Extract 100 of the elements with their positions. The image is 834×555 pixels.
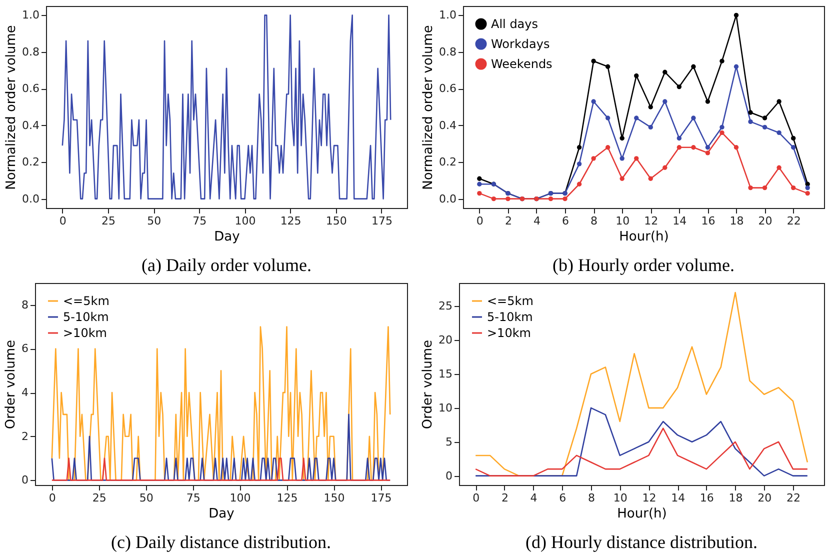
point bbox=[548, 196, 554, 202]
y-tick-label: 0 bbox=[22, 474, 28, 487]
y-tick-label: 0.8 bbox=[22, 45, 40, 58]
point bbox=[748, 185, 753, 190]
y-tick-label: 0.2 bbox=[439, 156, 456, 169]
x-tick-label: 20 bbox=[758, 214, 772, 228]
point bbox=[705, 99, 710, 104]
point bbox=[790, 185, 796, 190]
point bbox=[506, 196, 510, 202]
y-tick-label: 0.4 bbox=[22, 118, 40, 132]
point bbox=[477, 190, 482, 196]
point bbox=[762, 124, 768, 130]
y-tick-label: 8 bbox=[22, 298, 28, 312]
point bbox=[620, 136, 624, 141]
y-tick-label: 0.0 bbox=[22, 192, 40, 206]
point bbox=[790, 136, 796, 141]
point bbox=[720, 130, 724, 136]
text: (d) Hourly distance distribution. bbox=[526, 532, 758, 552]
y-tick-label: 25 bbox=[438, 300, 452, 313]
x-tick-label: 25 bbox=[92, 492, 106, 504]
x-tick-label: 0 bbox=[59, 214, 66, 228]
line-series bbox=[62, 14, 392, 200]
x-tick-label: 2 bbox=[501, 492, 508, 504]
point bbox=[562, 196, 568, 202]
point bbox=[720, 124, 724, 130]
y-tick-label: 0.4 bbox=[439, 118, 456, 132]
y-tick-label: 20 bbox=[438, 334, 452, 347]
point bbox=[662, 70, 668, 74]
x-tick-label: 75 bbox=[192, 214, 207, 228]
y-tick-label: 4 bbox=[22, 386, 28, 400]
point bbox=[591, 58, 596, 64]
line-series bbox=[51, 326, 391, 481]
point bbox=[805, 185, 810, 190]
point bbox=[634, 116, 639, 120]
y-tick-label: 10 bbox=[438, 401, 452, 414]
legend-label: All days bbox=[491, 17, 538, 31]
legend-label: >10km bbox=[63, 326, 107, 340]
y-tick-label: 1.0 bbox=[439, 8, 456, 22]
y-axis-title: Order volume bbox=[4, 340, 18, 430]
y-axis-title: Order volume bbox=[420, 340, 436, 430]
x-tick-label: 10 bbox=[613, 492, 628, 504]
x-tick-label: 14 bbox=[671, 492, 686, 504]
point bbox=[676, 145, 682, 150]
x-tick-label: 12 bbox=[644, 214, 658, 228]
legend-label: 5-10km bbox=[487, 310, 533, 324]
x-tick-label: 100 bbox=[230, 492, 251, 504]
x-tick-label: 18 bbox=[728, 492, 743, 504]
point bbox=[805, 190, 810, 196]
y-tick-label: 0.2 bbox=[22, 156, 40, 169]
y-tick-label: 0.8 bbox=[439, 45, 456, 58]
point bbox=[676, 84, 682, 90]
point bbox=[734, 12, 739, 18]
y-axis-title: Normalized order volume bbox=[421, 25, 436, 190]
point bbox=[620, 176, 624, 181]
x-axis-title: Hour(h) bbox=[617, 506, 667, 522]
point bbox=[776, 165, 782, 170]
legend-label: 5-10km bbox=[63, 310, 109, 324]
point bbox=[648, 124, 653, 130]
point bbox=[591, 156, 596, 161]
legend-label: <=5km bbox=[487, 294, 534, 308]
x-tick-label: 22 bbox=[786, 214, 801, 228]
y-tick-label: 6 bbox=[22, 342, 28, 356]
text: (c) Daily distance distribution. bbox=[111, 532, 331, 552]
x-tick-label: 18 bbox=[730, 214, 744, 228]
x-tick-label: 14 bbox=[672, 214, 687, 228]
point bbox=[691, 116, 696, 120]
x-tick-label: 150 bbox=[324, 492, 345, 504]
y-tick-label: 2 bbox=[22, 430, 28, 443]
x-tick-label: 4 bbox=[533, 214, 540, 228]
x-tick-label: 12 bbox=[642, 492, 656, 504]
point bbox=[776, 130, 782, 136]
line-series bbox=[474, 292, 808, 476]
y-tick-label: 0.6 bbox=[22, 82, 40, 96]
point bbox=[634, 73, 639, 78]
x-tick-label: 2 bbox=[504, 214, 512, 228]
x-tick-label: 8 bbox=[588, 492, 596, 504]
text: (a) Daily order volume. bbox=[142, 255, 312, 275]
x-tick-label: 0 bbox=[472, 492, 480, 504]
x-tick-label: 50 bbox=[147, 214, 162, 228]
x-tick-label: 125 bbox=[280, 214, 302, 228]
x-tick-label: 16 bbox=[701, 214, 716, 228]
y-tick-label: 5 bbox=[446, 435, 452, 448]
point bbox=[720, 58, 724, 64]
x-tick-label: 6 bbox=[559, 492, 566, 504]
point bbox=[691, 64, 696, 69]
x-axis-title: Day bbox=[214, 230, 240, 244]
x-tick-label: 16 bbox=[700, 492, 714, 504]
x-tick-label: 175 bbox=[371, 214, 392, 228]
point bbox=[748, 110, 753, 115]
line-series bbox=[474, 428, 808, 476]
x-axis-title: Hour(h) bbox=[619, 230, 669, 244]
point bbox=[748, 119, 753, 124]
point bbox=[576, 162, 582, 166]
point bbox=[477, 176, 482, 181]
y-tick-label: 0.6 bbox=[439, 82, 456, 96]
text: (b) Hourly order volume. bbox=[552, 255, 734, 275]
point bbox=[734, 145, 739, 150]
point bbox=[477, 182, 482, 186]
legend-label: Weekends bbox=[491, 57, 552, 71]
point bbox=[576, 145, 582, 150]
